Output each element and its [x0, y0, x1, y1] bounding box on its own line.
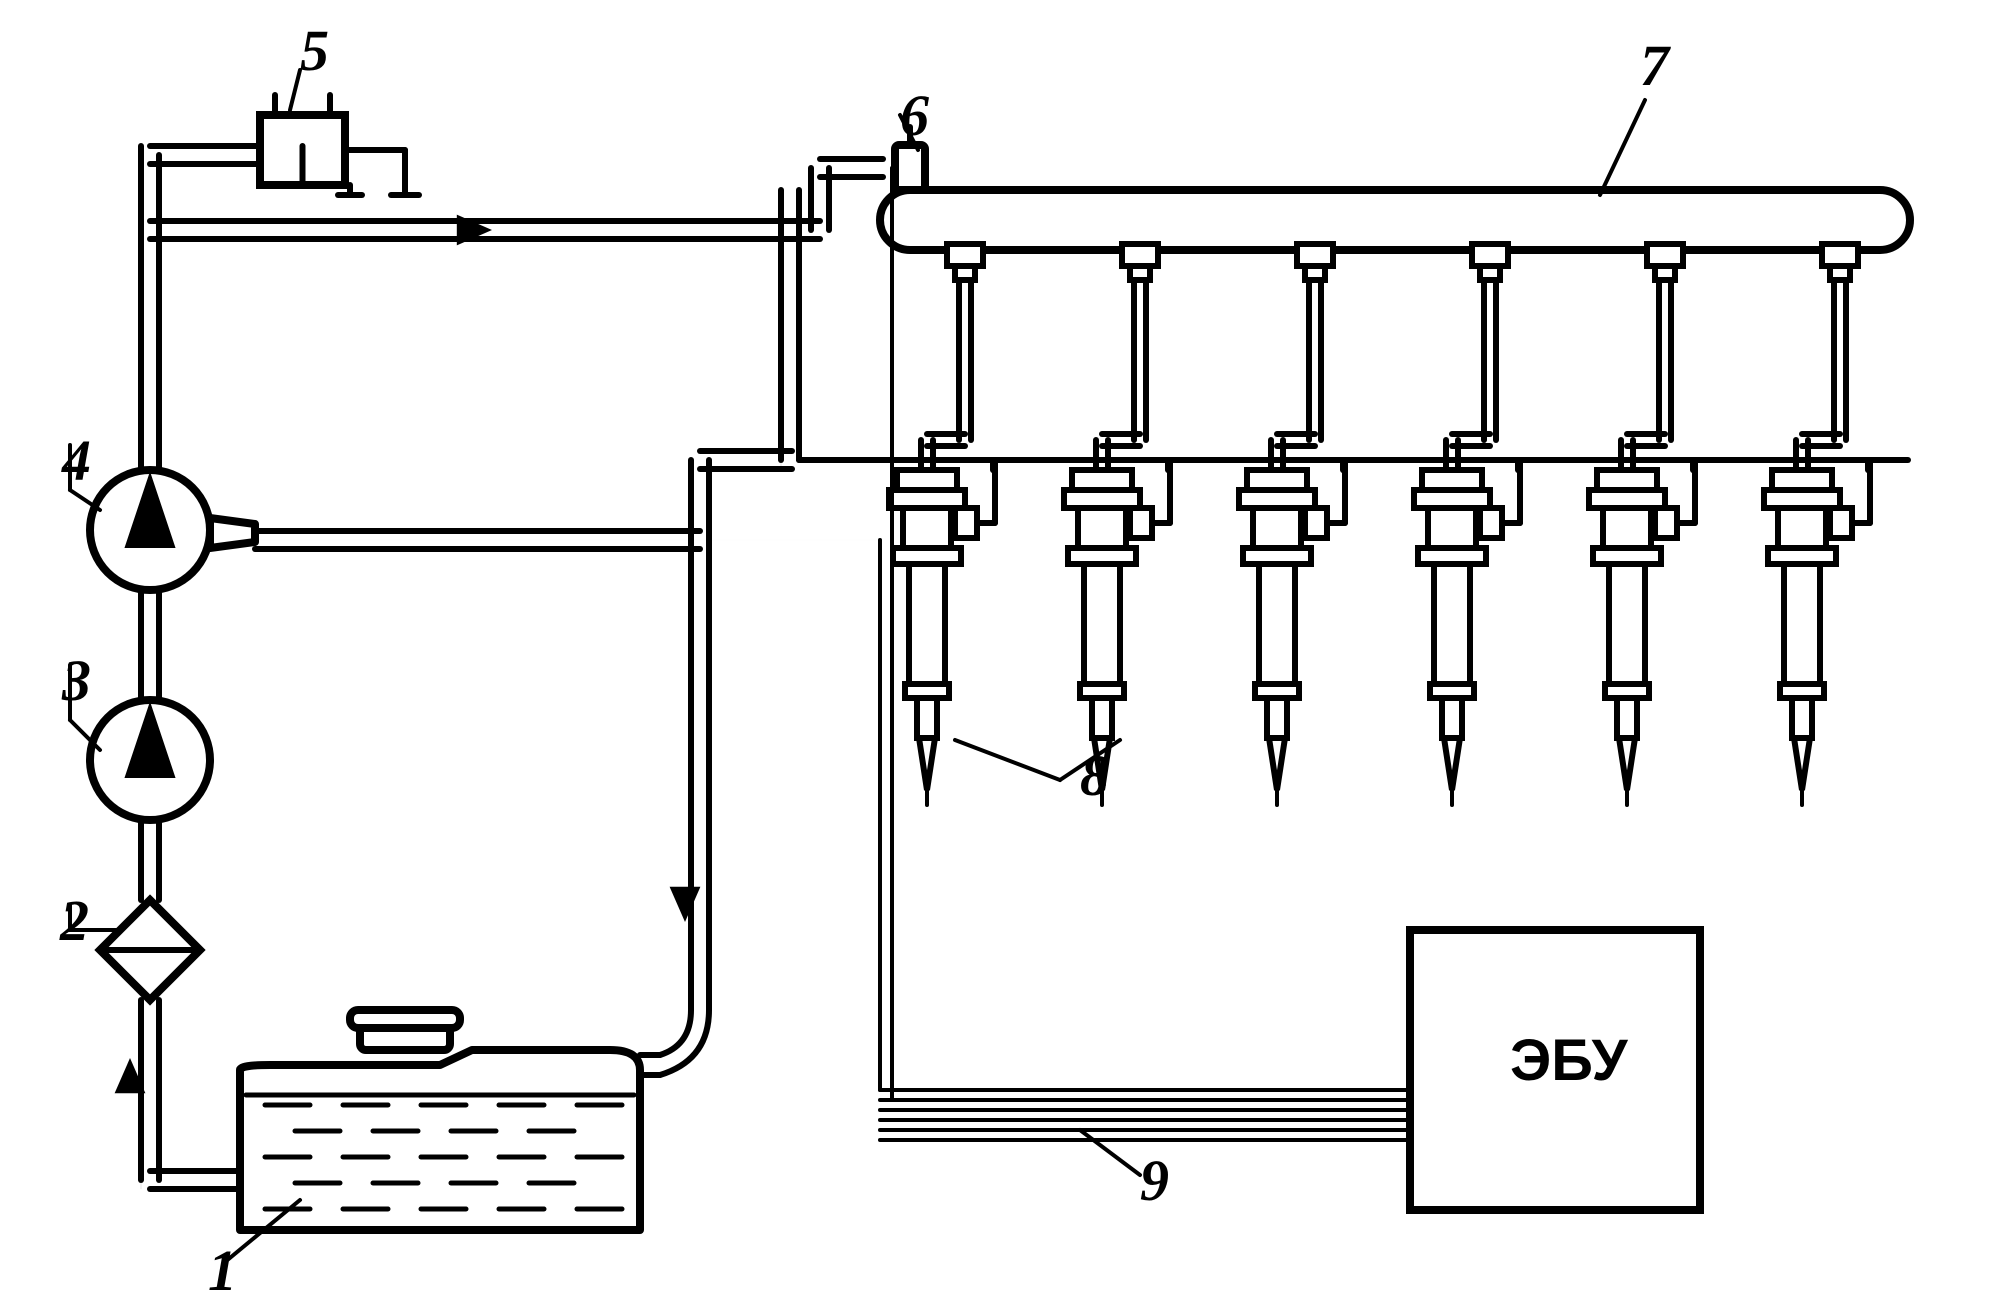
label-n4: 4: [61, 428, 91, 493]
label-n8: 8: [1080, 743, 1109, 808]
label-n5: 5: [300, 18, 329, 83]
label-n7: 7: [1640, 33, 1671, 98]
label-n9: 9: [1140, 1148, 1169, 1213]
label-n6: 6: [900, 83, 929, 148]
label-n3: 3: [61, 648, 91, 713]
label-ecu: ЭБУ: [1510, 1028, 1629, 1093]
label-n1: 1: [208, 1238, 237, 1302]
label-n2: 2: [59, 888, 89, 953]
